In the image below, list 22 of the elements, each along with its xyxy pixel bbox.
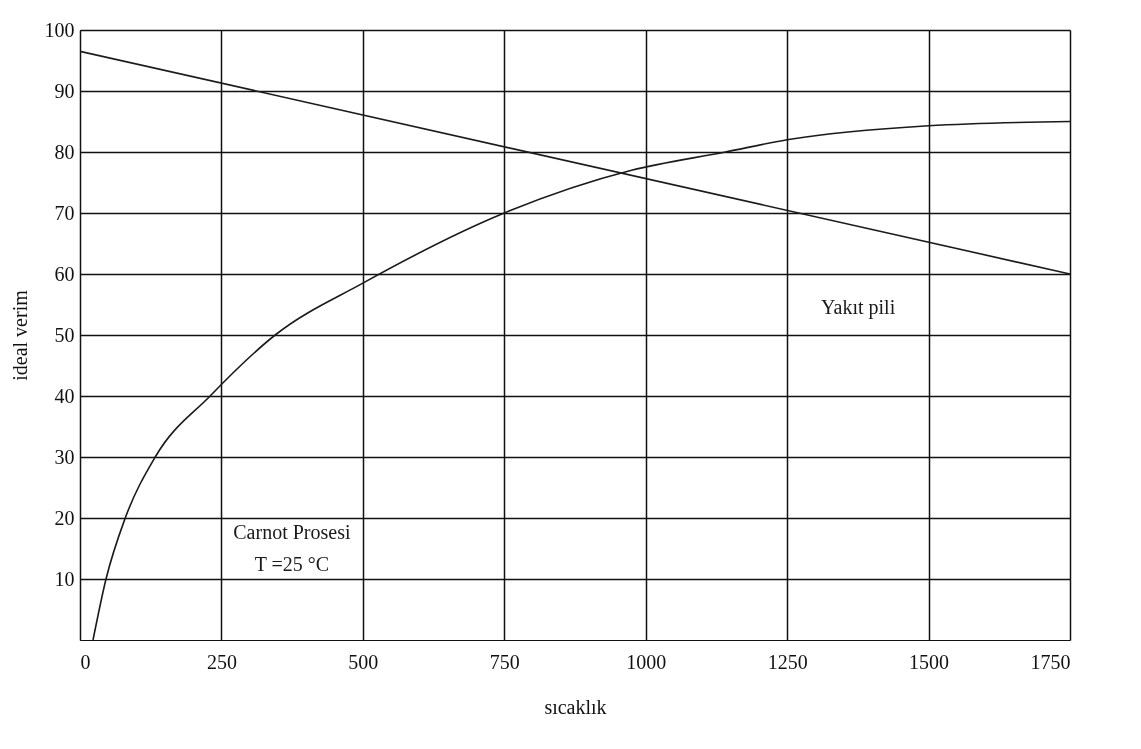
x-tick-label: 750 — [489, 650, 520, 673]
x-tick-label: 250 — [206, 650, 237, 673]
y-tick-label: 90 — [54, 79, 75, 102]
x-tick-label: 1500 — [909, 650, 950, 673]
y-tick-label: 50 — [54, 323, 75, 346]
y-tick-label: 10 — [54, 567, 75, 590]
y-tick-label: 20 — [54, 506, 75, 529]
x-tick-label: 0 — [80, 650, 91, 673]
x-tick-label: 500 — [348, 650, 379, 673]
y-tick-label: 60 — [54, 262, 75, 285]
y-axis-title: ideal verim — [8, 289, 31, 381]
x-tick-label: 1750 — [1030, 650, 1071, 673]
y-tick-label: 100 — [44, 18, 75, 41]
annotation: Carnot Prosesi T =25 °C — [233, 521, 351, 576]
x-tick-label: 1250 — [767, 650, 808, 673]
x-axis-title: sıcaklık — [544, 695, 607, 718]
x-tick-label: 1000 — [626, 650, 667, 673]
y-tick-label: 30 — [54, 445, 75, 468]
text: Yakıt pili — [821, 295, 896, 319]
y-tick-label: 40 — [54, 384, 75, 407]
y-tick-label: 70 — [54, 201, 75, 224]
y-tick-label: 80 — [54, 140, 75, 163]
